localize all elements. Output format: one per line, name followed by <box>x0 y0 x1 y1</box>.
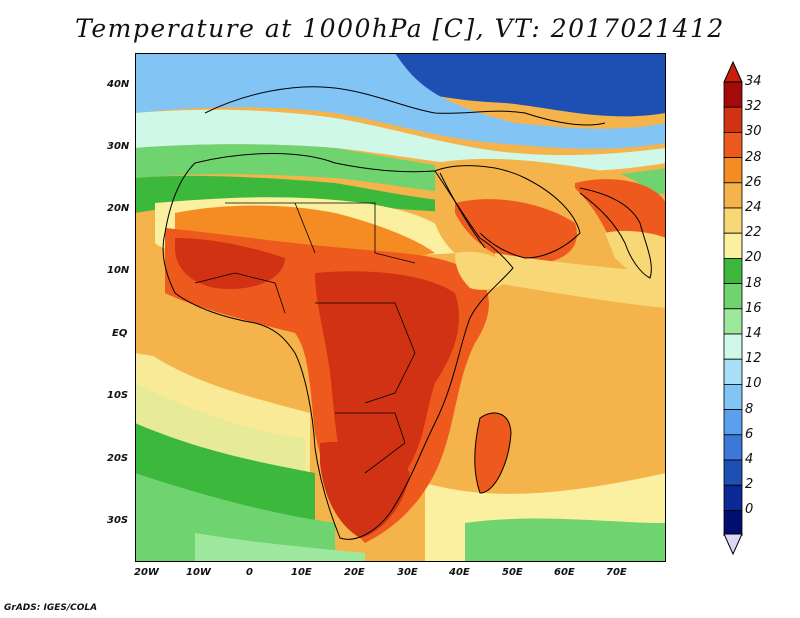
lat-label-30n: 30N <box>107 141 130 152</box>
madagascar <box>474 413 511 493</box>
north-blue <box>135 53 666 149</box>
border-3 <box>315 302 416 404</box>
north-green-2 <box>135 175 495 213</box>
colorbar-label: 8 <box>745 401 754 417</box>
colorbar-box <box>723 383 743 410</box>
grads-credit: GrADS: IGES/COLA <box>4 603 98 613</box>
lon-label-10w: 10W <box>186 567 211 578</box>
colorbar-label: 26 <box>745 174 762 190</box>
india-coastline <box>579 187 652 279</box>
lat-label-10n: 10N <box>107 265 130 276</box>
border-4 <box>335 412 406 474</box>
colorbar-box <box>723 106 743 133</box>
colorbar-label: 32 <box>745 99 762 115</box>
indian-ocean-pale <box>478 283 666 478</box>
colorbar-label: 24 <box>745 200 762 215</box>
lat-label-20n: 20N <box>107 203 130 214</box>
border-5 <box>194 272 286 314</box>
colorbar-label: 4 <box>745 452 754 467</box>
arabia-orange <box>455 199 577 264</box>
lon-label-0: 0 <box>246 567 253 578</box>
colorbar-box <box>723 182 743 209</box>
lon-label-60e: 60E <box>554 567 575 578</box>
colorbar-box <box>723 81 743 108</box>
africa-hot-core <box>315 271 459 496</box>
colorbar-label: 22 <box>745 225 762 241</box>
colorbar-box <box>723 509 743 536</box>
colorbar-box <box>723 132 743 159</box>
lon-label-40e: 40E <box>449 567 470 578</box>
colorbar-box <box>723 459 743 486</box>
se-ocean-green <box>465 518 666 562</box>
temperature-map <box>135 53 666 562</box>
colorbar-box <box>723 409 743 436</box>
map-border <box>135 53 666 562</box>
colorbar <box>723 60 743 556</box>
colorbar-top-arrow <box>723 60 743 83</box>
colorbar-label: 14 <box>745 326 762 341</box>
colorbar-label: 16 <box>745 300 762 316</box>
lat-label-20s: 20S <box>107 453 129 464</box>
colorbar-label: 18 <box>745 275 762 291</box>
colorbar-box <box>723 232 743 259</box>
colorbar-label: 2 <box>745 477 754 493</box>
west-africa-hot <box>175 238 285 289</box>
lat-label-40n: 40N <box>107 79 130 90</box>
south-africa-hot <box>320 441 410 538</box>
colorbar-label: 34 <box>745 74 762 89</box>
colorbar-label: 20 <box>745 250 762 266</box>
indian-ocean-yellow <box>495 253 666 308</box>
north-blue-dark <box>385 53 666 117</box>
colorbar-label: 0 <box>745 502 754 518</box>
colorbar-label: 28 <box>745 149 762 165</box>
colorbar-box <box>723 157 743 184</box>
lon-label-20w: 20W <box>134 567 159 578</box>
europe-coastline <box>204 86 606 126</box>
red-sea-line <box>439 172 486 249</box>
colorbar-box <box>723 257 743 284</box>
south-ocean-lightgreen <box>135 473 335 562</box>
arabia-coastline <box>434 165 581 259</box>
lat-label-10s: 10S <box>107 390 129 401</box>
atlantic-band <box>135 303 295 383</box>
lon-label-20e: 20E <box>344 567 365 578</box>
lat-label-eq: EQ <box>112 328 128 339</box>
colorbar-box <box>723 207 743 234</box>
lon-label-10e: 10E <box>291 567 312 578</box>
colorbar-label: 12 <box>745 351 762 367</box>
map-title: Temperature at 1000hPa [C], VT: 20170214… <box>75 14 725 43</box>
colorbar-label: 6 <box>745 426 754 442</box>
lon-label-30e: 30E <box>397 567 418 578</box>
colorbar-label: 10 <box>745 376 762 392</box>
lon-label-70e: 70E <box>606 567 627 578</box>
colorbar-bottom-arrow <box>723 533 743 556</box>
horn-pale <box>455 251 515 290</box>
madagascar-coastline <box>474 412 512 494</box>
colorbar-box <box>723 283 743 310</box>
border-2 <box>295 202 416 264</box>
south-ocean-pale <box>195 533 365 562</box>
colorbar-box <box>723 358 743 385</box>
lon-label-50e: 50E <box>502 567 523 578</box>
colorbar-box <box>723 308 743 335</box>
north-lightblue <box>135 109 666 172</box>
colorbar-label: 30 <box>745 124 762 140</box>
colorbar-box <box>723 484 743 511</box>
lat-label-30s: 30S <box>107 515 129 526</box>
india-pale <box>605 230 666 283</box>
colorbar-box <box>723 434 743 461</box>
africa-coastline <box>162 153 514 540</box>
colorbar-box <box>723 333 743 360</box>
